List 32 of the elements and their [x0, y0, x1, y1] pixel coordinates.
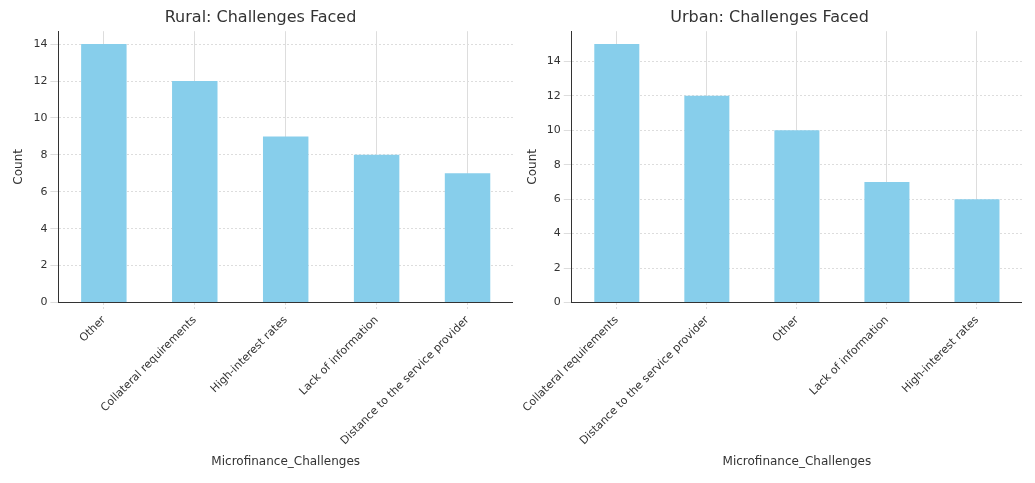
- y-tick-label: 2: [553, 260, 561, 274]
- bar: [684, 95, 730, 303]
- y-tick-label: 14: [33, 36, 48, 50]
- y-tick-label: 8: [553, 157, 561, 171]
- y-tick-label: 14: [546, 54, 561, 68]
- y-tick-label: 2: [40, 258, 48, 272]
- x-axis-title: Microfinance_Challenges: [211, 453, 361, 468]
- bar: [864, 181, 910, 303]
- y-tick-label: 4: [553, 226, 561, 240]
- chart-title: Urban: Challenges Faced: [670, 6, 869, 26]
- y-axis-title: Count: [524, 148, 539, 185]
- y-tick-label: 10: [546, 123, 561, 137]
- y-tick-label: 0: [553, 295, 561, 309]
- y-tick-label: 4: [40, 221, 48, 235]
- y-tick-label: 8: [40, 147, 48, 161]
- y-tick-label: 12: [546, 88, 561, 102]
- y-axis-title: Count: [11, 148, 26, 185]
- bar: [172, 81, 218, 303]
- bar: [262, 136, 309, 303]
- y-tick-label: 0: [40, 295, 48, 309]
- bar: [774, 130, 820, 303]
- y-tick-label: 12: [33, 73, 48, 87]
- chart-title: Rural: Challenges Faced: [164, 6, 357, 26]
- bar: [594, 44, 640, 303]
- bar: [353, 154, 400, 303]
- y-tick-label: 10: [33, 110, 48, 124]
- y-tick-label: 6: [40, 184, 48, 198]
- x-axis-title: Microfinance_Challenges: [722, 453, 872, 468]
- bar: [444, 173, 491, 303]
- bar: [954, 199, 1000, 303]
- bar: [81, 44, 127, 303]
- y-tick-label: 6: [553, 192, 561, 206]
